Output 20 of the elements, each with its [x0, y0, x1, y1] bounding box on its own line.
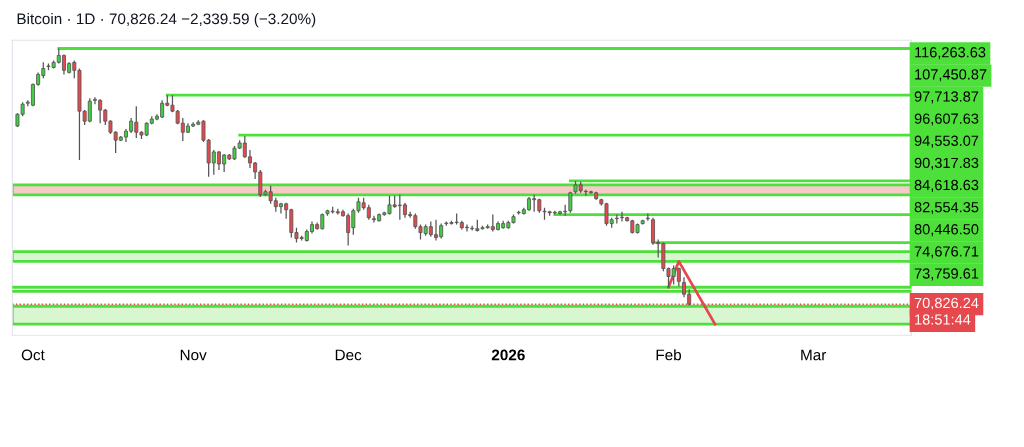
- x-tick-label: Oct: [21, 349, 45, 361]
- x-tick-label: Feb: [656, 349, 682, 361]
- text: 80,446.50: [914, 224, 979, 237]
- x-tick-label: Dec: [335, 349, 362, 361]
- text: 97,713.87: [914, 91, 979, 104]
- chart-title: Bitcoin · 1D · 70,826.24 −2,339.59 (−3.20%): [17, 12, 316, 28]
- text: 73,759.61: [914, 268, 979, 281]
- x-tick-label: Nov: [180, 349, 207, 361]
- text: 90,317.83: [914, 157, 979, 170]
- text: 82,554.35: [914, 201, 979, 215]
- text: 107,450.87: [915, 69, 987, 82]
- x-tick-label: 2026: [491, 349, 525, 361]
- x-tick-label: Mar: [801, 349, 827, 361]
- text: 96,607.63: [914, 113, 979, 126]
- text: 18:51:44: [915, 314, 971, 325]
- text: 74,676.71: [914, 246, 979, 259]
- text: 84,618.63: [914, 179, 979, 192]
- text: 70,826.24: [914, 297, 979, 310]
- text: 116,263.63: [915, 47, 986, 60]
- text: 94,553.07: [914, 135, 979, 148]
